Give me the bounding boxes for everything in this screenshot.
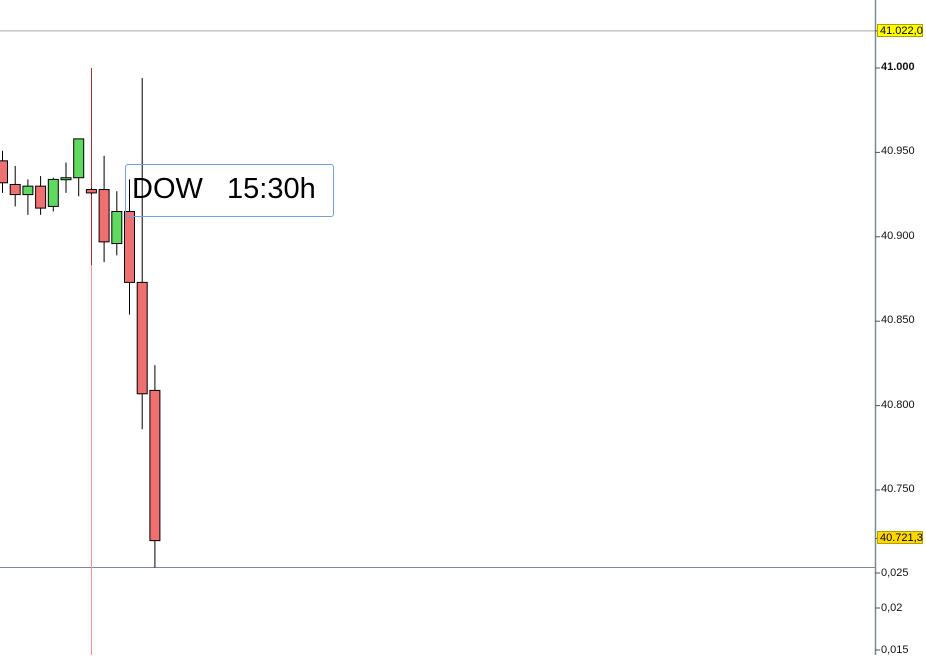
candle-body bbox=[35, 185, 47, 209]
y-tick-label: 40.900 bbox=[881, 229, 915, 242]
lower-panel-tick-label: 0,015 bbox=[881, 644, 909, 656]
y-tick-label: 41.000 bbox=[881, 61, 915, 73]
candle-body bbox=[0, 160, 8, 184]
price-tag: 41.022,0 bbox=[877, 23, 923, 37]
candle-body bbox=[136, 281, 148, 395]
candle-body bbox=[73, 138, 85, 179]
candle-body bbox=[22, 185, 34, 196]
candle-body bbox=[149, 389, 161, 542]
y-tick-label: 40.750 bbox=[881, 483, 915, 495]
y-tick-label: 40.950 bbox=[881, 145, 915, 158]
y-tick-label: 40.800 bbox=[881, 398, 915, 411]
candle-body bbox=[9, 183, 21, 196]
candle-body bbox=[47, 178, 59, 207]
chart-title: DOW bbox=[132, 173, 203, 205]
candle-body bbox=[60, 177, 72, 181]
lower-panel-tick-label: 0,025 bbox=[881, 567, 909, 579]
candle-body bbox=[85, 189, 97, 194]
price-tag: 40.721,3 bbox=[877, 531, 923, 545]
y-tick-label: 40.850 bbox=[881, 314, 915, 327]
chart-time-label: 15:30h bbox=[227, 173, 316, 205]
candle-body bbox=[111, 210, 123, 245]
chart-title-box: DOW 15:30h bbox=[125, 164, 334, 217]
lower-panel-tick-label: 0,02 bbox=[881, 602, 903, 614]
candle-body bbox=[98, 189, 110, 243]
candle-body bbox=[124, 210, 135, 283]
